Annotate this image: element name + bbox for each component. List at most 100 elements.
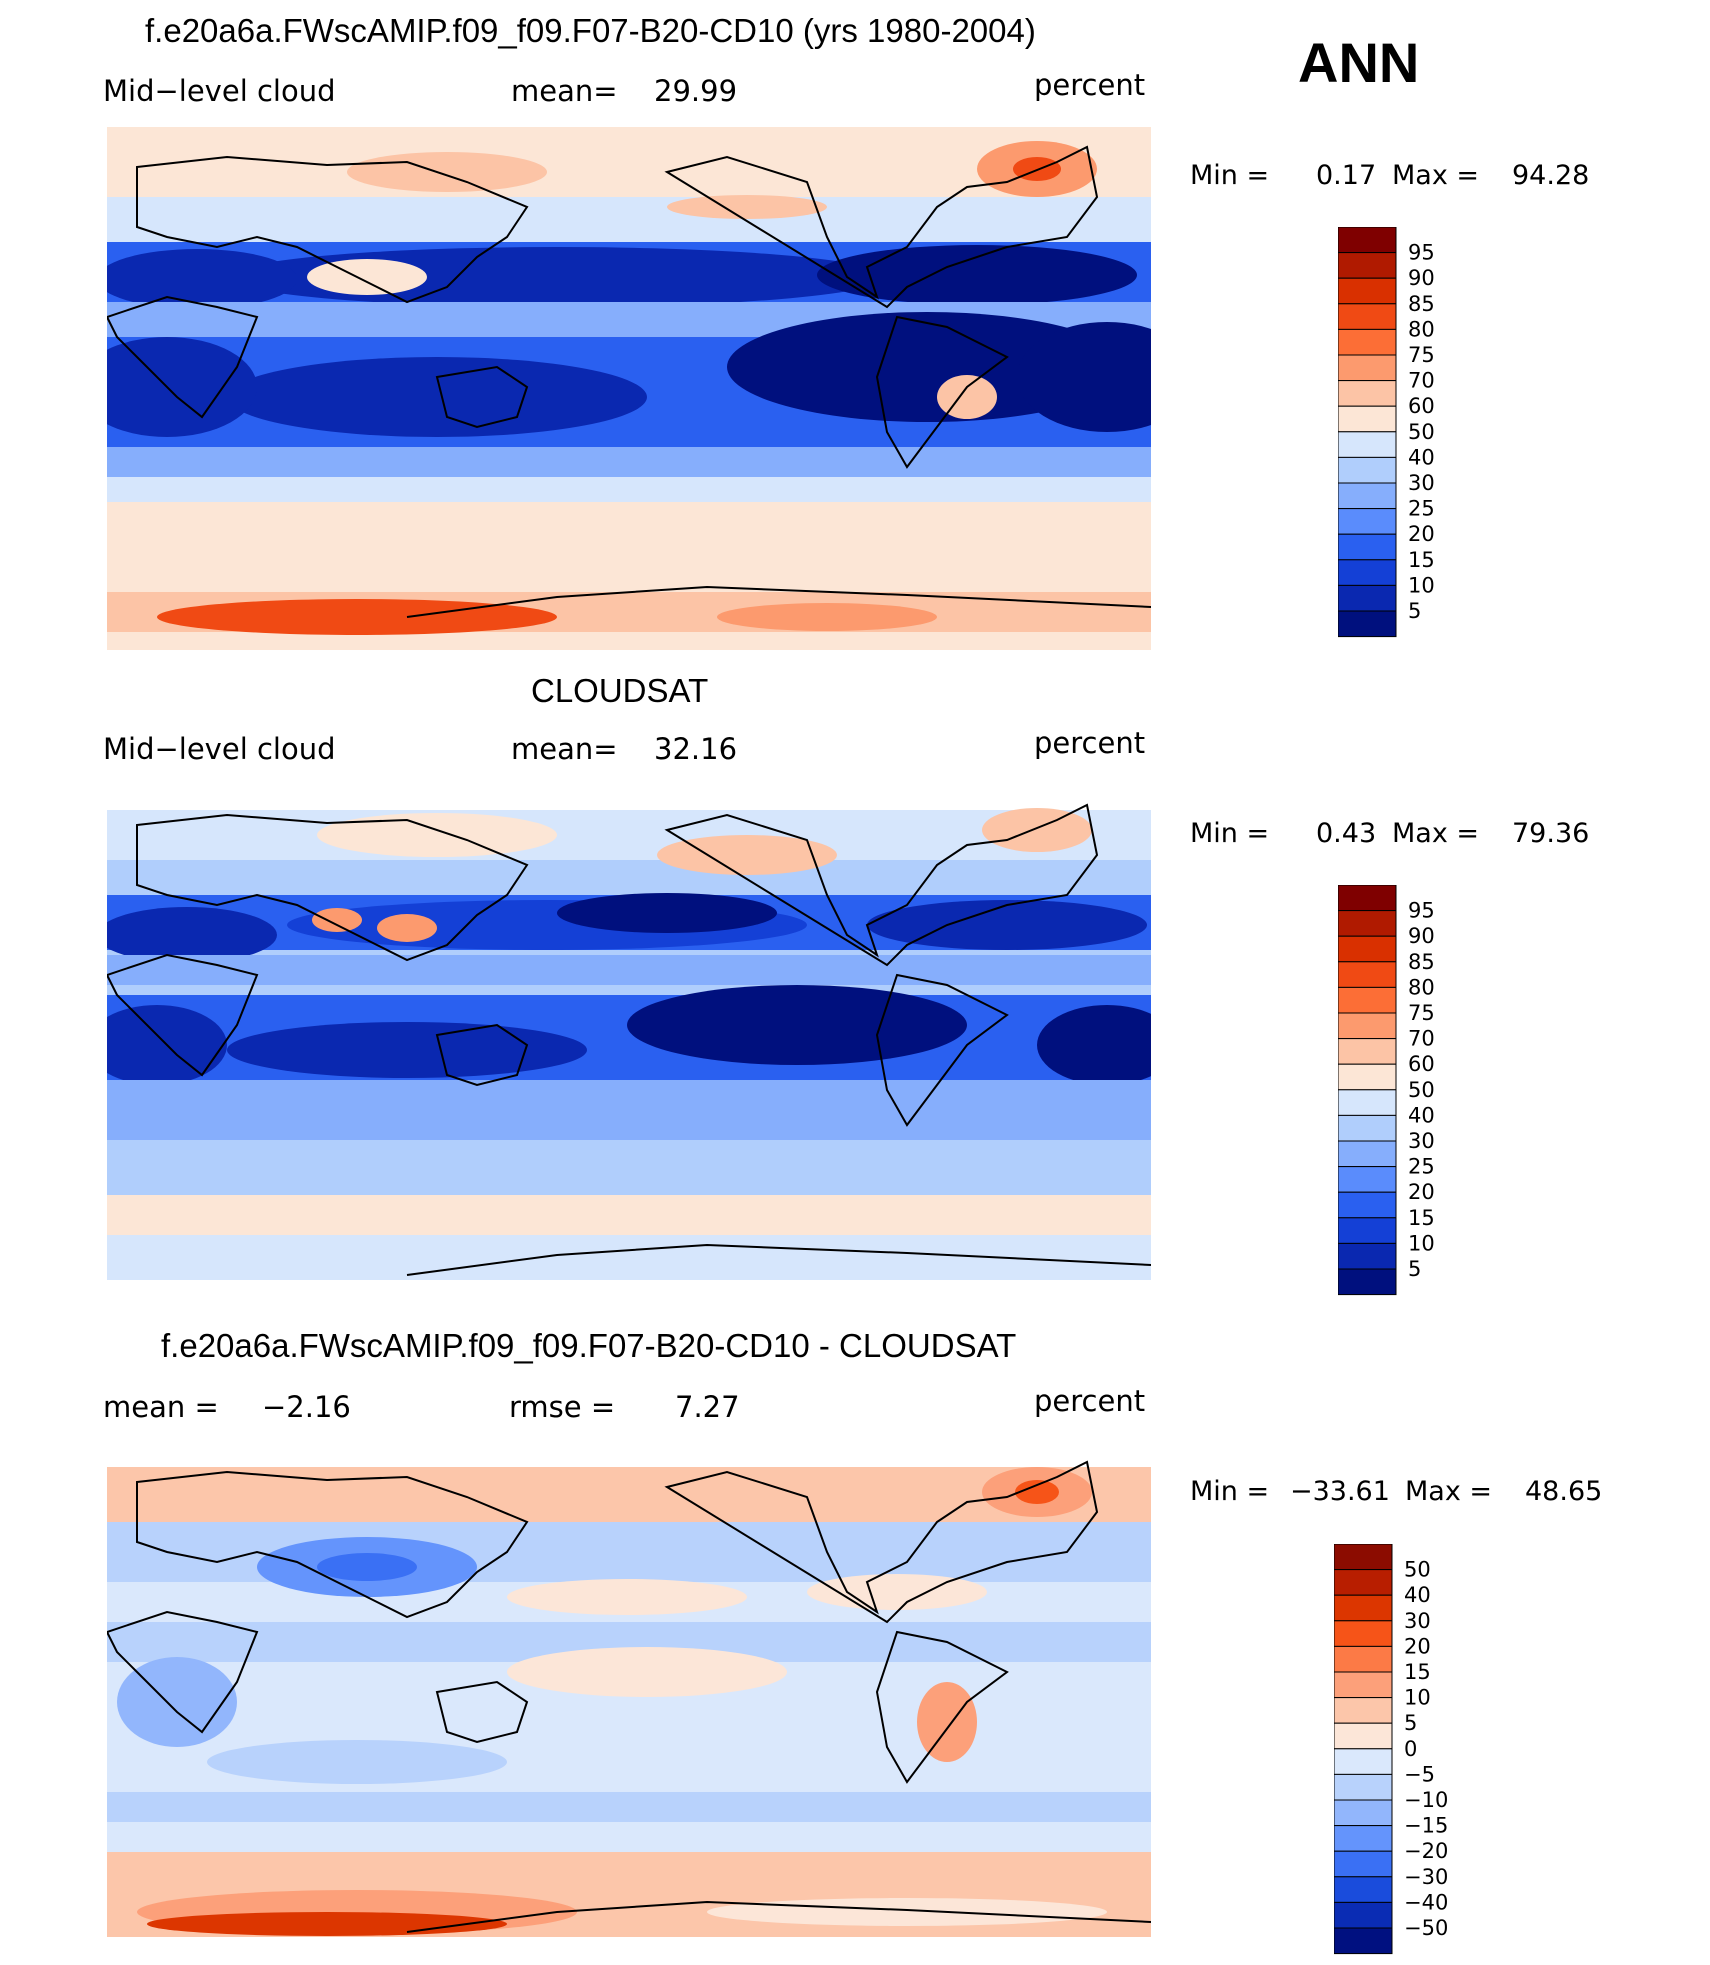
colorbar-segment — [1338, 482, 1397, 510]
panel3-max-label: Max = — [1405, 1476, 1493, 1507]
panel2-variable-label: Mid−level cloud — [103, 732, 336, 766]
colorbar-segment — [1334, 1825, 1393, 1852]
colorbar-tick-label: −50 — [1404, 1916, 1448, 1940]
colorbar-tick-label: 95 — [1408, 899, 1435, 923]
colorbar-segment — [1338, 1166, 1397, 1193]
colorbar-segment — [1338, 1012, 1397, 1040]
panel3-min-label: Min = — [1190, 1476, 1270, 1507]
colorbar-tick-label: 30 — [1408, 1129, 1435, 1153]
panel1-title: f.e20a6a.FWscAMIP.f09_f09.F07-B20-CD10 (… — [145, 12, 1036, 49]
colorbar-tick-label: 20 — [1408, 1180, 1435, 1204]
colorbar-segment — [1338, 1140, 1397, 1168]
colorbar-segment — [1338, 885, 1397, 912]
colorbar-segment — [1338, 456, 1397, 484]
colorbar-tick-label: 75 — [1408, 1001, 1435, 1025]
colorbar-tick-label: −5 — [1404, 1762, 1435, 1786]
colorbar-tick-label: 15 — [1404, 1660, 1431, 1684]
colorbar-segment — [1334, 1722, 1393, 1750]
colorbar-segment — [1338, 227, 1397, 254]
colorbar-segment — [1338, 910, 1397, 937]
panel2-field-bands — [107, 808, 1151, 1280]
panel2-title: CLOUDSAT — [531, 672, 709, 709]
colorbar-segment — [1338, 277, 1397, 305]
colorbar-segment — [1338, 1114, 1397, 1142]
panel2-units: percent — [1034, 726, 1146, 760]
colorbar-segment — [1334, 1901, 1393, 1929]
panel1-mean-label: mean= — [511, 74, 618, 108]
colorbar-tick-label: 90 — [1408, 924, 1435, 948]
panel3-field-bands — [107, 1467, 1151, 1937]
colorbar-tick-label: 15 — [1408, 548, 1435, 572]
colorbar-segment — [1338, 1089, 1397, 1116]
colorbar-tick-label: 30 — [1404, 1609, 1431, 1633]
colorbar-segment — [1338, 986, 1397, 1014]
panel2-mean-value: 32.16 — [654, 732, 738, 766]
panel2-mean-label: mean= — [511, 732, 618, 766]
panel1-min-value: 0.17 — [1316, 160, 1377, 191]
colorbar-tick-label: 70 — [1408, 1027, 1435, 1051]
colorbar-tick-label: 25 — [1408, 1155, 1435, 1179]
colorbar-tick-label: 40 — [1408, 445, 1435, 469]
colorbar-tick-label: 15 — [1408, 1206, 1435, 1230]
colorbar-tick-label: −30 — [1404, 1865, 1448, 1889]
colorbar-tick-label: 80 — [1408, 317, 1435, 341]
colorbar-segment — [1334, 1594, 1393, 1622]
colorbar-segment — [1338, 961, 1397, 988]
colorbar-segment — [1338, 252, 1397, 279]
colorbar-tick-label: 80 — [1408, 975, 1435, 999]
colorbar-tick-label: 5 — [1408, 599, 1421, 623]
colorbar-segment — [1334, 1569, 1393, 1596]
panel3-units: percent — [1034, 1384, 1146, 1418]
colorbar-segment — [1334, 1927, 1393, 1955]
colorbar-tick-label: −20 — [1404, 1839, 1448, 1863]
panel3-title: f.e20a6a.FWscAMIP.f09_f09.F07-B20-CD10 -… — [161, 1327, 1017, 1364]
colorbar-segment — [1338, 405, 1397, 433]
colorbar-segment — [1334, 1799, 1393, 1827]
colorbar-segment — [1338, 303, 1397, 330]
colorbar-segment — [1338, 354, 1397, 382]
panel3-coastlines — [107, 1460, 1151, 1933]
colorbar-tick-label: 85 — [1408, 950, 1435, 974]
panel2-min-value: 0.43 — [1316, 818, 1377, 849]
colorbar-tick-label: 50 — [1404, 1558, 1431, 1582]
panel3-rmse-value: 7.27 — [675, 1390, 740, 1424]
colorbar-tick-label: 70 — [1408, 369, 1435, 393]
panel1-min-label: Min = — [1190, 160, 1270, 191]
colorbar-tick-label: 20 — [1404, 1634, 1431, 1658]
panel1-variable-label: Mid−level cloud — [103, 74, 336, 108]
panel3-rmse-label: rmse = — [509, 1390, 616, 1424]
colorbar-segment — [1338, 1268, 1397, 1296]
colorbar-tick-label: 0 — [1404, 1737, 1417, 1761]
colorbar-tick-label: 50 — [1408, 420, 1435, 444]
panel2-max-label: Max = — [1392, 818, 1480, 849]
panel3-map — [107, 1442, 1151, 1965]
panel1-coastlines — [107, 145, 1151, 618]
colorbar-segment — [1334, 1773, 1393, 1801]
colorbar-tick-label: 60 — [1408, 394, 1435, 418]
panel1-mean-value: 29.99 — [654, 74, 738, 108]
colorbar-segment — [1334, 1748, 1393, 1775]
colorbar-segment — [1338, 508, 1397, 535]
colorbar-segment — [1338, 1217, 1397, 1244]
colorbar-segment — [1334, 1876, 1393, 1903]
panel1-map — [107, 127, 1151, 650]
colorbar-tick-label: −10 — [1404, 1788, 1448, 1812]
colorbar-tick-label: 50 — [1408, 1078, 1435, 1102]
colorbar-segment — [1338, 935, 1397, 963]
colorbar-segment — [1334, 1697, 1393, 1724]
panel2-max-value: 79.36 — [1512, 818, 1590, 849]
colorbar-segment — [1338, 380, 1397, 407]
colorbar-tick-label: 60 — [1408, 1052, 1435, 1076]
colorbar-tick-label: 30 — [1408, 471, 1435, 495]
colorbar-tick-label: −15 — [1404, 1814, 1448, 1838]
colorbar-segment — [1338, 1063, 1397, 1091]
panel1-field-bands — [107, 141, 1151, 635]
colorbar-segment — [1334, 1850, 1393, 1878]
panel1-max-value: 94.28 — [1512, 160, 1590, 191]
colorbar-tick-label: 10 — [1408, 573, 1435, 597]
colorbar-segment — [1338, 559, 1397, 586]
colorbar-segment — [1338, 610, 1397, 638]
